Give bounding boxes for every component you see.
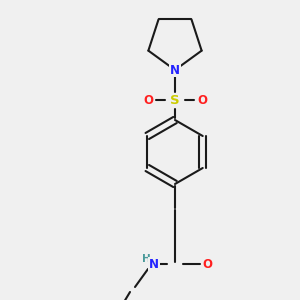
Text: H: H — [142, 254, 150, 264]
Text: O: O — [143, 94, 153, 106]
Text: N: N — [149, 257, 159, 271]
Text: O: O — [202, 257, 212, 271]
Text: O: O — [197, 94, 207, 106]
Text: N: N — [170, 64, 180, 76]
Text: S: S — [170, 94, 180, 106]
